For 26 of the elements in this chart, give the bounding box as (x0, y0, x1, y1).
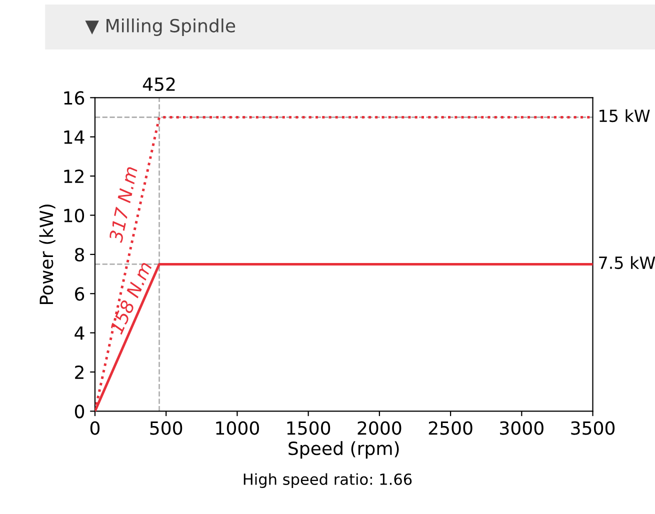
ref-line-label: 15 kW (600, 109, 650, 122)
y-tick-label: 6 (75, 287, 84, 301)
x-tick-label: 3500 (571, 421, 615, 435)
x-tick-label: 2500 (428, 421, 472, 435)
x-tick-label: 1000 (216, 421, 259, 435)
y-tick-label: 16 (64, 91, 84, 105)
y-tick-label: 10 (64, 208, 84, 222)
y-axis-title: Power (kW) (39, 204, 56, 304)
y-tick-label: 14 (64, 130, 84, 144)
chart-title: ▼ Milling Spindle (85, 18, 236, 36)
y-tick-label: 12 (64, 170, 84, 183)
x-axis-title: Speed (rpm) (288, 441, 399, 459)
x-tick-label: 0 (90, 421, 100, 435)
text: High speed ratio: 1.66 (244, 473, 412, 488)
y-tick-label: 2 (75, 365, 84, 379)
y-tick-label: 8 (74, 248, 84, 262)
y-tick-label: 4 (74, 326, 84, 340)
annotation: 158 N.m (109, 260, 152, 335)
x-tick-label: 2000 (358, 421, 402, 435)
x-tick-label: 500 (150, 421, 182, 435)
y-tick-label: 0 (74, 404, 84, 418)
x-tick-label: 1500 (287, 421, 330, 435)
ref-line-label: 452 (142, 77, 175, 92)
annotation: 317 N.m (108, 166, 138, 243)
x-tick-label: 3000 (500, 421, 544, 435)
ref-line-label: 7.5 kW (599, 256, 655, 270)
